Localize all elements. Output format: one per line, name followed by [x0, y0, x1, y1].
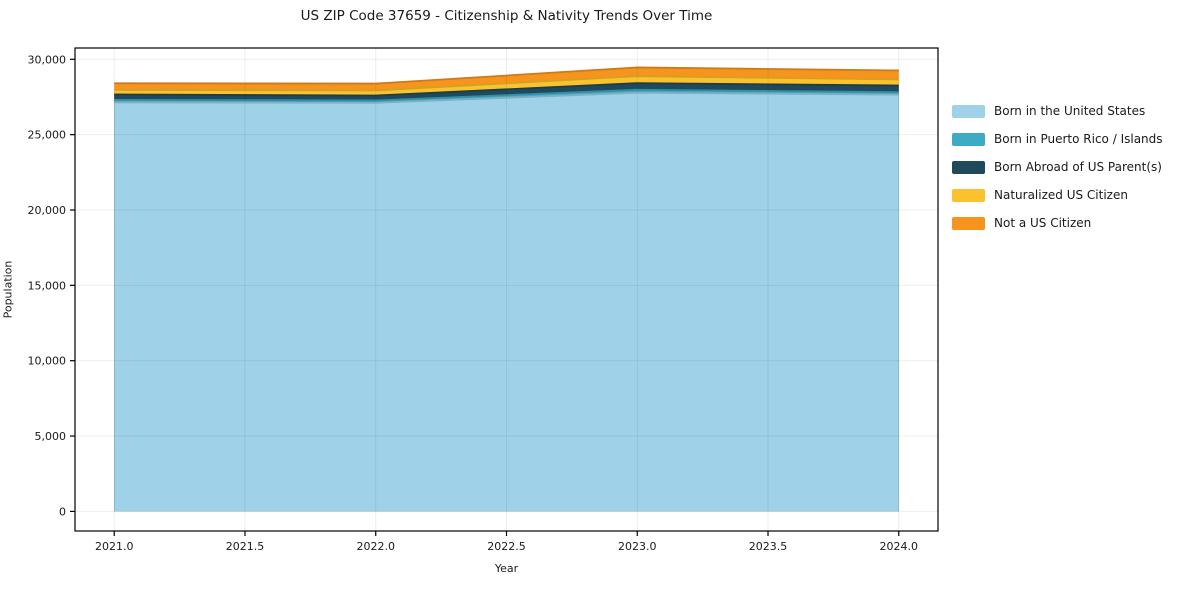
- legend-swatch-icon: [952, 132, 985, 146]
- legend-swatch-icon: [952, 104, 985, 118]
- x-tick-label: 2023.5: [749, 540, 788, 553]
- band-edge-line: [114, 66, 899, 85]
- x-tick-label: 2021.0: [95, 540, 134, 553]
- x-tick-label: 2022.0: [356, 540, 395, 553]
- legend-item: Not a US Citizen: [952, 216, 1163, 230]
- legend-label: Born in Puerto Rico / Islands: [994, 132, 1163, 146]
- legend-label: Naturalized US Citizen: [994, 188, 1128, 202]
- x-tick-label: 2022.5: [487, 540, 526, 553]
- x-tick-label: 2023.0: [618, 540, 657, 553]
- legend-label: Born in the United States: [994, 104, 1146, 118]
- x-tick-label: 2024.0: [880, 540, 919, 553]
- legend-item: Naturalized US Citizen: [952, 188, 1163, 202]
- legend-label: Not a US Citizen: [994, 216, 1092, 230]
- band-edge-line: [114, 75, 899, 92]
- band-edge-line: [114, 91, 899, 104]
- legend-item: Born in Puerto Rico / Islands: [952, 132, 1163, 146]
- y-tick-label: 10,000: [28, 355, 67, 368]
- y-tick-label: 15,000: [28, 279, 67, 292]
- band-edge-line: [114, 88, 899, 102]
- y-tick-label: 25,000: [28, 129, 67, 142]
- legend-swatch-icon: [952, 188, 985, 202]
- legend-swatch-icon: [952, 216, 985, 230]
- legend: Born in the United States Born in Puerto …: [952, 104, 1163, 230]
- legend-label: Born Abroad of US Parent(s): [994, 160, 1162, 174]
- y-tick-label: 20,000: [28, 204, 67, 217]
- y-tick-label: 30,000: [28, 53, 67, 66]
- x-axis-label: Year: [494, 562, 519, 575]
- legend-item: Born Abroad of US Parent(s): [952, 160, 1163, 174]
- x-tick-label: 2021.5: [226, 540, 265, 553]
- y-axis-label: Population: [1, 260, 15, 319]
- legend-item: Born in the United States: [952, 104, 1163, 118]
- area-band: [114, 92, 899, 512]
- band-edge-line: [114, 82, 899, 97]
- legend-swatch-icon: [952, 160, 985, 174]
- y-tick-label: 5,000: [35, 430, 67, 443]
- y-tick-label: 0: [59, 505, 66, 518]
- chart-title: US ZIP Code 37659 - Citizenship & Nativi…: [300, 8, 713, 24]
